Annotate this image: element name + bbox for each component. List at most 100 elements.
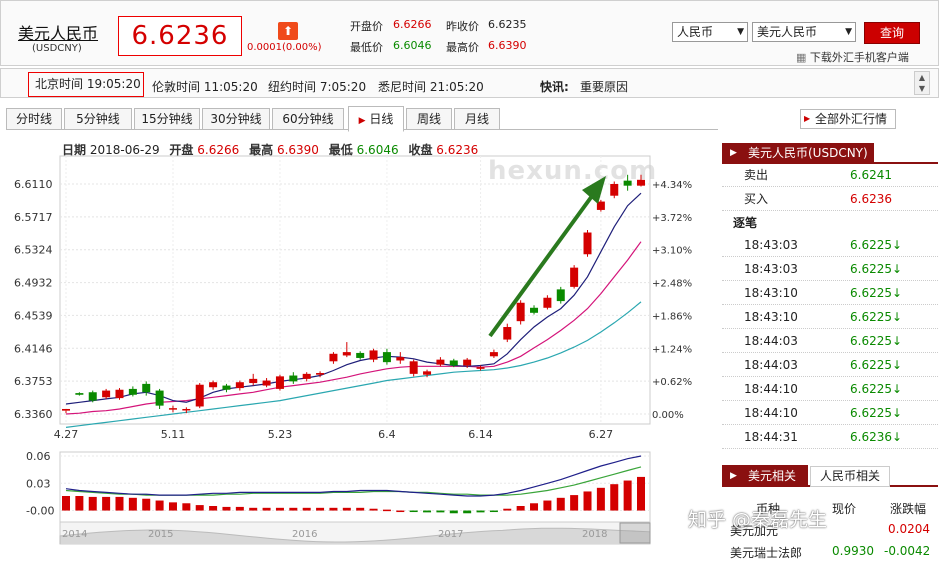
macd-bar bbox=[262, 507, 271, 511]
candle-body bbox=[209, 382, 218, 388]
tick-row: 18:43:03 6.6225↓ bbox=[722, 233, 938, 257]
tick-row: 18:44:03 6.6225↓ bbox=[722, 353, 938, 377]
download-app-link[interactable]: ▦ 下载外汇手机客户端 bbox=[796, 49, 909, 65]
tick-time: 18:43:03 bbox=[744, 238, 798, 252]
macd-bar bbox=[449, 510, 458, 514]
tick-time: 18:44:03 bbox=[744, 358, 798, 372]
candle-body bbox=[115, 389, 124, 399]
pair-select[interactable]: 美元人民币 ▼ bbox=[752, 22, 856, 42]
tick-time: 18:43:10 bbox=[744, 286, 798, 300]
high-label: 最高价 bbox=[446, 41, 479, 54]
candle bbox=[396, 352, 405, 364]
candle-body bbox=[289, 375, 298, 382]
macd-tick-label: 0.06 bbox=[26, 450, 51, 463]
low-label: 最低价 bbox=[350, 41, 383, 54]
grid-icon: ▦ bbox=[796, 51, 810, 64]
pair-select-value: 美元人民币 bbox=[757, 25, 818, 39]
related-row-1-name[interactable]: 美元加元 bbox=[730, 524, 779, 538]
macd-bar bbox=[369, 508, 378, 511]
candle-body bbox=[369, 350, 378, 360]
y-tick-label: 6.5324 bbox=[14, 244, 53, 257]
candle-body bbox=[449, 360, 458, 366]
instrument-title[interactable]: 美元人民币 bbox=[18, 24, 99, 43]
macd-bar bbox=[423, 510, 432, 513]
tick-price: 6.6236↓ bbox=[850, 430, 903, 444]
download-app-label: 下载外汇手机客户端 bbox=[809, 51, 909, 64]
candle-body bbox=[423, 371, 432, 375]
candle-body bbox=[182, 408, 191, 411]
y-tick-label: 6.6110 bbox=[14, 178, 53, 191]
col-price: 现价 bbox=[832, 502, 857, 516]
macd-bar bbox=[396, 510, 405, 513]
tick-row: 18:44:03 6.6225↓ bbox=[722, 329, 938, 353]
tab-usd-related[interactable]: 美元相关 bbox=[722, 465, 808, 487]
tab-30min[interactable]: 30分钟线 bbox=[202, 108, 270, 130]
tick-price: 6.6225↓ bbox=[850, 238, 903, 252]
all-fx-quotes-button[interactable]: 全部外汇行情 bbox=[800, 109, 896, 129]
candle-body bbox=[249, 378, 258, 384]
tick-row: 18:44:31 6.6236↓ bbox=[722, 425, 938, 449]
macd-bar bbox=[610, 484, 619, 511]
x-tick-label: 6.14 bbox=[468, 428, 493, 441]
tab-15min[interactable]: 15分钟线 bbox=[134, 108, 200, 130]
candle bbox=[409, 359, 418, 377]
tab-cny-related[interactable]: 人民币相关 bbox=[810, 466, 890, 487]
candle bbox=[637, 174, 645, 187]
candle-body bbox=[155, 390, 164, 406]
tick-row: 18:44:10 6.6225↓ bbox=[722, 401, 938, 425]
macd-bar bbox=[356, 507, 365, 511]
tab-5min[interactable]: 5分钟线 bbox=[64, 108, 132, 130]
col-change: 涨跌幅 bbox=[890, 502, 927, 516]
trend-arrow-head bbox=[582, 176, 606, 204]
macd-bar bbox=[583, 491, 592, 511]
tab-monthly[interactable]: 月线 bbox=[454, 108, 500, 130]
candle-body bbox=[396, 357, 405, 361]
candle bbox=[102, 388, 111, 399]
candle bbox=[168, 405, 177, 413]
macd-bar bbox=[142, 498, 151, 511]
candle-body bbox=[128, 388, 137, 395]
pct-tick-label: 0.00% bbox=[652, 410, 684, 421]
open-info-label: 开盘 bbox=[169, 143, 194, 157]
news-scroll-control[interactable]: ▲ ▼ bbox=[914, 71, 930, 95]
candle-body bbox=[329, 353, 338, 362]
main-plot-frame bbox=[59, 155, 651, 425]
candle bbox=[570, 265, 579, 289]
candle bbox=[356, 351, 365, 360]
candle bbox=[209, 380, 218, 390]
macd-bar bbox=[637, 476, 645, 511]
currency-select[interactable]: 人民币 ▼ bbox=[672, 22, 748, 42]
query-button[interactable]: 查询 bbox=[864, 22, 920, 44]
candle-body bbox=[463, 359, 472, 366]
tab-60min[interactable]: 60分钟线 bbox=[272, 108, 344, 130]
prev-close-label: 昨收价 bbox=[446, 20, 479, 33]
tab-weekly[interactable]: 周线 bbox=[406, 108, 452, 130]
buy-row: 买入 6.6236 bbox=[722, 187, 938, 211]
high-info-value: 6.6390 bbox=[276, 143, 319, 157]
candle bbox=[423, 369, 432, 378]
panel-title: 美元人民币(USDCNY) bbox=[722, 143, 874, 164]
news-text[interactable]: 重要原因 bbox=[580, 80, 629, 94]
macd-bar bbox=[275, 507, 284, 511]
candle bbox=[623, 174, 632, 191]
col-currency: 币种 bbox=[756, 502, 781, 516]
scroll-down-icon: ▼ bbox=[918, 84, 926, 93]
macd-frame bbox=[59, 451, 651, 523]
candle-body bbox=[302, 373, 311, 379]
macd-dif-line bbox=[65, 455, 642, 497]
candle-body bbox=[530, 307, 539, 313]
macd-bar bbox=[155, 500, 164, 511]
candle-body bbox=[102, 390, 111, 398]
tick-row: 18:43:03 6.6225↓ bbox=[722, 257, 938, 281]
tab-timeshare[interactable]: 分时线 bbox=[6, 108, 62, 130]
macd-bar bbox=[75, 496, 84, 511]
candle-body bbox=[489, 352, 498, 357]
world-clock-bar bbox=[0, 68, 939, 98]
high-info-label: 最高 bbox=[249, 143, 274, 157]
tick-price: 6.6225↓ bbox=[850, 334, 903, 348]
y-tick-label: 6.5717 bbox=[14, 211, 53, 224]
y-tick-label: 6.4932 bbox=[14, 277, 53, 290]
tab-daily[interactable]: ▶ 日线 bbox=[348, 106, 404, 132]
related-row-2-name[interactable]: 美元瑞士法郎 bbox=[730, 546, 803, 560]
